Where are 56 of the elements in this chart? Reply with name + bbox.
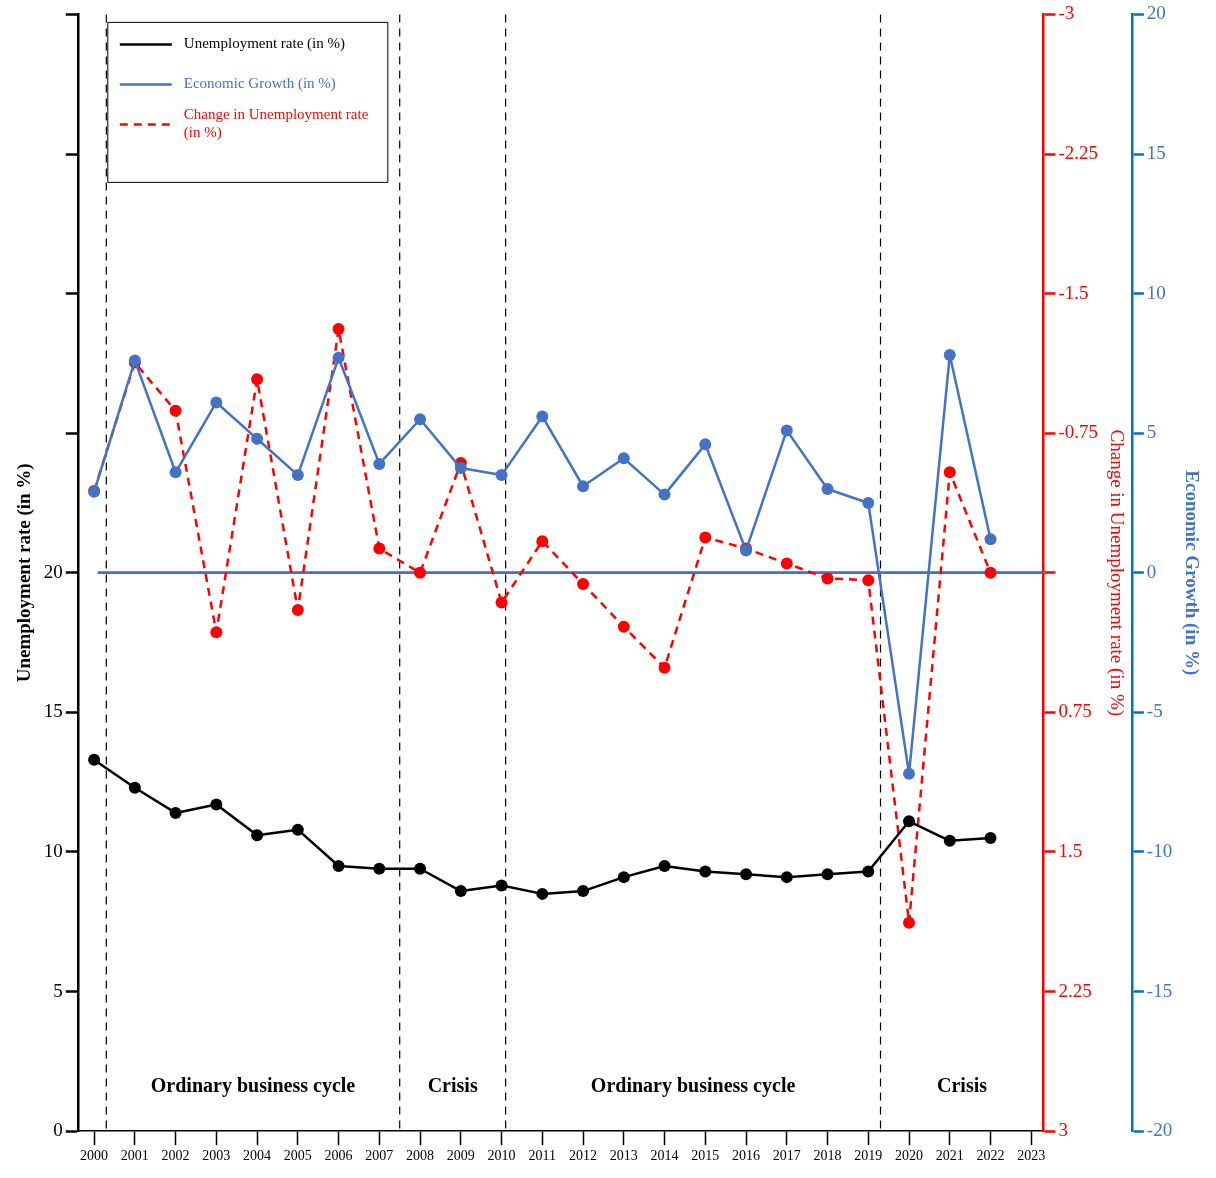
y2-tick-label: -3: [1058, 2, 1075, 24]
y3-tick-label: -10: [1146, 839, 1173, 861]
x-tick-label: 2021: [935, 1148, 964, 1164]
x-tick-label: 2004: [243, 1148, 272, 1164]
x-tick-label: 2006: [324, 1148, 353, 1164]
annotation: Ordinary business cycle: [150, 1074, 356, 1098]
y2-axis-title: Change in Unemployment rate (in %): [1106, 429, 1129, 717]
annotation: Crisis: [427, 1074, 478, 1097]
y2-tick-label: -2.25: [1058, 141, 1099, 163]
legend-label: Change in Unemployment rate (in %): [183, 106, 369, 142]
y3-axis-title: Economic Growth (in %): [1180, 470, 1203, 676]
x-tick-label: 2007: [365, 1148, 394, 1164]
y2-tick-label: -0.75: [1058, 421, 1099, 443]
y3-tick-label: -15: [1146, 979, 1173, 1001]
legend-label: Economic Growth (in %): [183, 75, 336, 93]
y-tick-label: 15: [43, 700, 63, 722]
x-tick-label: 2000: [80, 1148, 109, 1164]
y2-tick-label: 2.25: [1058, 979, 1092, 1001]
y-tick-label: 10: [43, 839, 63, 861]
y-axis-title: Unemployment rate (in %): [13, 463, 36, 683]
x-tick-label: 2017: [772, 1148, 801, 1164]
x-tick-label: 2003: [202, 1148, 231, 1164]
y3-tick-label: 5: [1146, 421, 1157, 443]
y3-tick-label: -5: [1146, 700, 1163, 722]
y2-tick-label: 0.75: [1058, 700, 1092, 722]
y-tick-label: 20: [43, 560, 63, 582]
x-tick-label: 2022: [976, 1148, 1005, 1164]
x-tick-label: 2020: [895, 1148, 924, 1164]
y-tick-label: 0: [53, 1119, 63, 1141]
y2-tick-label: 1.5: [1058, 839, 1083, 861]
y3-tick-label: 10: [1146, 281, 1166, 303]
legend-label: Unemployment rate (in %): [183, 35, 345, 53]
x-tick-label: 2019: [854, 1148, 883, 1164]
x-tick-label: 2016: [732, 1148, 761, 1164]
y2-tick-label: 3: [1058, 1119, 1068, 1141]
y3-tick-label: 0: [1146, 560, 1157, 582]
y3-tick-label: 20: [1146, 2, 1166, 24]
y3-tick-label: 15: [1146, 141, 1166, 163]
x-tick-label: 2011: [528, 1148, 557, 1164]
y2-tick-label: -1.5: [1058, 281, 1089, 303]
x-tick-label: 2023: [1017, 1148, 1046, 1164]
y3-tick-label: -20: [1146, 1119, 1173, 1141]
y-tick-label: 5: [53, 979, 63, 1001]
x-tick-label: 2014: [650, 1148, 679, 1164]
x-tick-label: 2005: [283, 1148, 312, 1164]
x-tick-label: 2008: [406, 1148, 435, 1164]
x-tick-label: 2018: [813, 1148, 842, 1164]
annotation: Ordinary business cycle: [590, 1074, 796, 1098]
x-tick-label: 2002: [161, 1148, 190, 1164]
x-tick-label: 2001: [120, 1148, 149, 1164]
x-tick-label: 2015: [691, 1148, 720, 1164]
x-tick-label: 2010: [487, 1148, 516, 1164]
annotation: Crisis: [937, 1074, 988, 1097]
x-tick-label: 2012: [569, 1148, 598, 1164]
x-tick-label: 2009: [446, 1148, 475, 1164]
x-tick-label: 2013: [609, 1148, 638, 1164]
